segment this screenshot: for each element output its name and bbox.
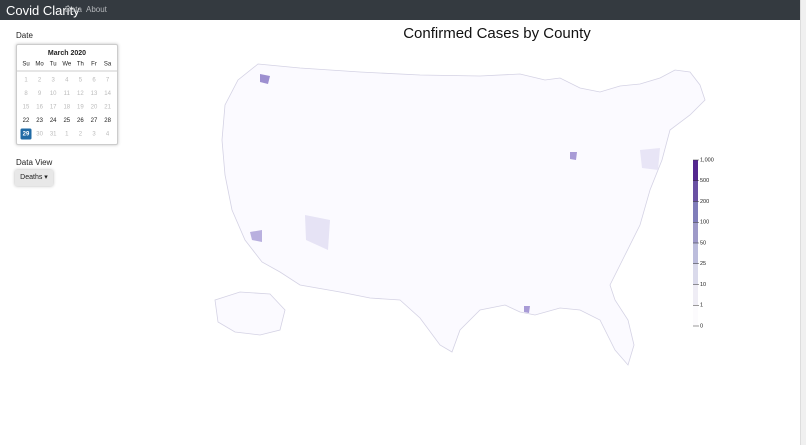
legend-swatch (693, 180, 698, 202)
weekday: We (62, 62, 72, 68)
day[interactable]: 26 (77, 118, 84, 124)
weekday: Tu (50, 62, 57, 68)
weekday: Mo (35, 62, 44, 68)
legend-label: 200 (700, 199, 709, 205)
day[interactable]: 22 (23, 118, 30, 124)
data-view-label: Data View (16, 158, 53, 167)
day[interactable]: 15 (23, 105, 30, 111)
dropdown-text: Deaths (20, 174, 43, 181)
county-shade (524, 306, 530, 313)
day[interactable]: 1 (24, 78, 28, 84)
county-shade (250, 230, 262, 242)
day[interactable]: 3 (52, 78, 56, 84)
day[interactable]: 13 (91, 91, 98, 97)
weekday: Su (22, 62, 29, 68)
legend-label: 1,000 (700, 157, 714, 163)
county-shade (570, 152, 577, 160)
day[interactable]: 10 (50, 91, 57, 97)
legend-label: 1 (700, 303, 703, 309)
day[interactable]: 6 (92, 78, 96, 84)
day[interactable]: 30 (36, 132, 43, 138)
day[interactable]: 8 (24, 91, 28, 97)
day[interactable]: 4 (106, 132, 110, 138)
day[interactable]: 14 (104, 91, 111, 97)
date-label: Date (16, 31, 33, 40)
selected-day (20, 128, 32, 140)
county-shade (305, 215, 330, 250)
day[interactable]: 2 (79, 132, 83, 138)
day[interactable]: 23 (36, 118, 43, 124)
day[interactable]: 20 (91, 105, 98, 111)
day[interactable]: 5 (79, 78, 83, 84)
nav-link[interactable]: Data (65, 5, 82, 14)
day[interactable]: 2 (38, 78, 42, 84)
brand[interactable]: Covid Clarity (6, 3, 80, 18)
alaska-outline (214, 291, 286, 336)
day[interactable]: 4 (65, 78, 69, 84)
legend-label: 25 (700, 261, 706, 267)
legend-label: 10 (700, 282, 706, 288)
weekday: Fr (91, 62, 97, 68)
day[interactable]: 11 (64, 91, 71, 97)
map-title: Confirmed Cases by County (403, 25, 591, 42)
legend-swatch (693, 160, 698, 181)
weekday: Sa (104, 62, 112, 68)
day[interactable]: 27 (91, 118, 98, 124)
day[interactable]: 9 (38, 91, 42, 97)
day[interactable]: 16 (36, 105, 43, 111)
legend-swatch (693, 243, 698, 264)
nav-link[interactable]: About (86, 5, 107, 14)
calendar-grid: March 2020 Su Mo Tu We Th Fr Sa1 2 3 4 5 6 78 9 10 11 12… (17, 50, 117, 140)
legend-label: 100 (700, 220, 709, 226)
legend-swatch (693, 305, 698, 326)
day[interactable]: 28 (104, 118, 111, 124)
calendar-title: March 2020 (48, 50, 86, 57)
day[interactable]: 19 (77, 105, 84, 111)
calendar: March 2020 Su Mo Tu We Th Fr Sa 1 2 3 4 5 6 7 8 9 10 11 12… (16, 44, 118, 145)
dropdown-button[interactable]: Deaths ▾ (15, 170, 53, 186)
county-shade (640, 148, 660, 170)
legend-label: 500 (700, 178, 709, 184)
day[interactable]: 1 (65, 132, 69, 138)
day[interactable]: 21 (104, 105, 111, 111)
day[interactable]: 17 (50, 105, 57, 111)
legend-swatch (693, 284, 698, 306)
legend-swatch (693, 222, 698, 243)
scrollbar[interactable] (800, 0, 806, 445)
day[interactable]: 29 (23, 132, 30, 138)
day[interactable]: 24 (50, 118, 57, 124)
day[interactable]: 7 (106, 78, 110, 84)
legend-label: 50 (700, 240, 706, 246)
day[interactable]: 18 (63, 105, 70, 111)
legend-label: 0 (700, 323, 703, 329)
legend-swatch (693, 201, 698, 223)
day[interactable]: 25 (63, 118, 70, 124)
day[interactable]: 3 (92, 132, 96, 138)
navbar: Covid Clarity Data About (0, 0, 800, 20)
us-outline (221, 63, 706, 366)
weekday: Th (77, 62, 84, 68)
day[interactable]: 31 (50, 132, 57, 138)
county-shade (260, 74, 270, 84)
day[interactable]: 12 (77, 91, 84, 97)
legend-swatch (693, 263, 698, 285)
